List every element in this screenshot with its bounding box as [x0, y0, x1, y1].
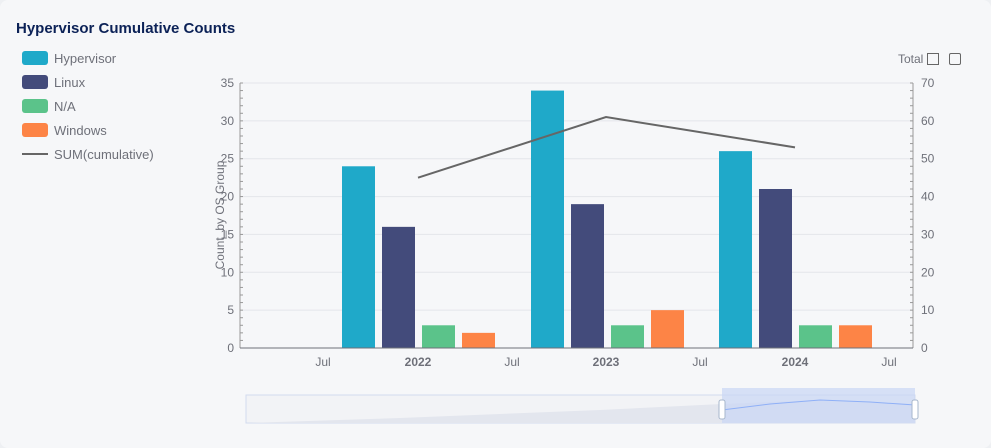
left-axis: 0 5 10 15 20 25 30 35 — [221, 76, 243, 355]
y-right-tick-label: 20 — [921, 265, 935, 279]
chart-title: Hypervisor Cumulative Counts — [16, 20, 236, 37]
y-right-tick-label: 0 — [921, 341, 928, 355]
x-tick-label: Jul — [504, 355, 519, 369]
bar-hypervisor[interactable] — [342, 166, 375, 348]
legend-label-linux: Linux — [54, 74, 86, 90]
zoom-icon[interactable] — [927, 53, 940, 65]
legend-label-hypervisor: Hypervisor — [54, 50, 117, 66]
legend-swatch-linux — [22, 75, 48, 89]
bar-hypervisor[interactable] — [719, 151, 752, 348]
y-axis-label: Count_by OS Group — [213, 160, 227, 269]
bar-hypervisor[interactable] — [531, 90, 564, 349]
data-zoom-window[interactable] — [722, 388, 915, 423]
y-tick-label: 35 — [221, 76, 235, 90]
x-axis: Jul 2022 Jul 2023 Jul 2024 Jul — [240, 347, 913, 369]
bar-na[interactable] — [422, 325, 455, 348]
chart-toolbar: Total — [898, 52, 962, 66]
legend-item-na[interactable]: N/A — [22, 94, 154, 118]
y-right-tick-label: 40 — [921, 190, 935, 204]
data-zoom-handle-right[interactable] — [911, 399, 919, 420]
y-right-tick-label: 10 — [921, 303, 935, 317]
y-right-tick-label: 70 — [921, 76, 935, 90]
x-tick-label: Jul — [692, 355, 707, 369]
legend: Hypervisor Linux N/A Windows SUM(cumulat… — [22, 46, 154, 166]
bar-windows[interactable] — [651, 310, 684, 348]
legend-label-windows: Windows — [54, 122, 107, 138]
data-zoom-handle-left[interactable] — [718, 399, 726, 420]
y-tick-label: 30 — [221, 114, 235, 128]
right-axis-name: Total — [898, 52, 924, 66]
y-tick-label: 25 — [221, 152, 235, 166]
y-right-tick-label: 50 — [921, 152, 935, 166]
legend-swatch-sum — [22, 153, 48, 155]
legend-item-sum[interactable]: SUM(cumulative) — [22, 142, 154, 166]
sum-line[interactable] — [417, 116, 796, 179]
bars-group — [342, 90, 872, 349]
y-tick-label: 10 — [221, 265, 235, 279]
legend-swatch-windows — [22, 123, 48, 137]
sum-line-group — [417, 116, 796, 179]
legend-item-linux[interactable]: Linux — [22, 70, 154, 94]
x-tick-label: 2022 — [405, 355, 432, 369]
bar-linux[interactable] — [759, 189, 792, 348]
y-right-tick-label: 30 — [921, 227, 935, 241]
y-tick-label: 0 — [227, 341, 234, 355]
legend-swatch-hypervisor — [22, 51, 48, 65]
legend-item-hypervisor[interactable]: Hypervisor — [22, 46, 154, 70]
y-tick-label: 20 — [221, 190, 235, 204]
x-tick-label: Jul — [315, 355, 330, 369]
data-zoom-slider[interactable] — [245, 388, 919, 424]
bar-windows[interactable] — [839, 325, 872, 348]
legend-item-windows[interactable]: Windows — [22, 118, 154, 142]
x-tick-label: 2023 — [593, 355, 620, 369]
bar-linux[interactable] — [571, 204, 604, 348]
y-tick-label: 15 — [221, 227, 235, 241]
bar-na[interactable] — [799, 325, 832, 348]
bar-na[interactable] — [611, 325, 644, 348]
y-right-tick-label: 60 — [921, 114, 935, 128]
restore-icon[interactable] — [949, 53, 962, 65]
y-tick-label: 5 — [227, 303, 234, 317]
bar-windows[interactable] — [462, 332, 495, 348]
legend-swatch-na — [22, 99, 48, 113]
x-tick-label: 2024 — [782, 355, 809, 369]
legend-label-sum: SUM(cumulative) — [54, 146, 154, 162]
x-tick-label: Jul — [881, 355, 896, 369]
bar-linux[interactable] — [382, 226, 415, 348]
legend-label-na: N/A — [54, 98, 76, 114]
data-zoom-preview-line — [721, 399, 916, 411]
right-axis: 0 10 20 30 40 50 60 70 — [910, 76, 935, 355]
